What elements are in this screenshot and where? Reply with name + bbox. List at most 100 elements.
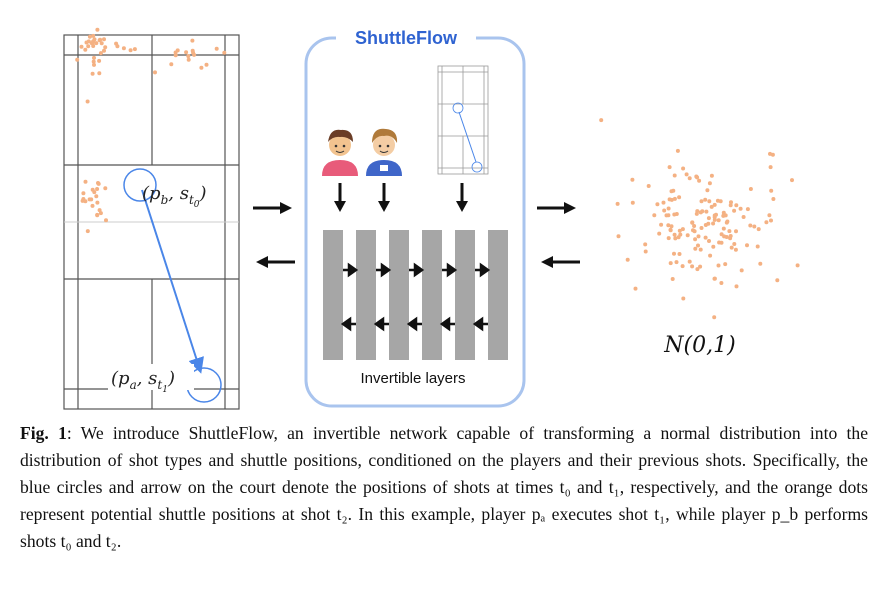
court-dot <box>85 99 90 104</box>
normal-dot <box>712 215 717 220</box>
normal-distribution-dots <box>599 118 800 320</box>
flow-arrows <box>253 202 580 268</box>
normal-dot <box>674 260 679 265</box>
normal-dot <box>692 224 697 228</box>
court-dot <box>97 71 102 76</box>
normal-dot <box>758 261 763 266</box>
normal-dot <box>681 166 686 171</box>
court-dot <box>86 44 91 49</box>
shuttleflow-title: ShuttleFlow <box>355 28 458 48</box>
court-shot-distribution-dots <box>75 27 227 234</box>
normal-dot <box>732 242 737 246</box>
normal-dot <box>687 176 692 181</box>
court-dot <box>89 197 94 202</box>
normal-dot <box>712 315 717 320</box>
normal-dot <box>723 213 728 218</box>
court-dot <box>169 62 174 67</box>
court-dot <box>94 41 99 46</box>
normal-dot <box>687 259 692 264</box>
normal-dot <box>709 173 714 178</box>
caption-label: Fig. 1 <box>20 423 67 443</box>
normal-dot <box>670 277 675 281</box>
court-dot <box>81 197 86 201</box>
normal-dot <box>727 229 732 234</box>
court-dot <box>92 55 96 60</box>
court-dot <box>90 187 95 192</box>
normal-dot <box>769 188 774 193</box>
normal-dot <box>672 251 676 256</box>
normal-dot <box>775 278 780 283</box>
normal-dot <box>711 244 716 249</box>
normal-dot <box>734 203 739 208</box>
court-dot <box>95 27 100 32</box>
normal-dot <box>715 198 720 203</box>
court-dot <box>91 59 96 64</box>
court-dot <box>95 213 100 218</box>
layer-bar <box>323 230 343 360</box>
court-dot <box>186 57 191 62</box>
normal-dot <box>666 223 671 228</box>
normal-dot <box>684 172 689 177</box>
shuttleflow-figure: (pb, st0) (pa, st1) ShuttleFlow <box>63 27 800 410</box>
court-dot <box>83 179 88 184</box>
normal-dot <box>795 263 800 268</box>
normal-dot <box>693 246 698 251</box>
normal-dot <box>695 267 700 272</box>
normal-dot <box>697 178 702 183</box>
condition-down-arrows <box>334 183 468 212</box>
normal-dot <box>723 262 728 267</box>
normal-dot <box>729 200 733 205</box>
layer-bar <box>455 230 475 360</box>
normal-dot <box>646 184 651 188</box>
normal-dot <box>672 232 677 237</box>
invertible-layer-bars <box>323 230 508 360</box>
normal-dot <box>696 243 700 248</box>
normal-dot <box>700 209 705 214</box>
forward-layer-arrow <box>442 262 458 278</box>
court-dot <box>184 50 189 55</box>
backward-layer-arrow <box>472 316 488 332</box>
normal-dot <box>756 227 761 232</box>
backward-layer-arrow <box>406 316 422 332</box>
court-dot <box>97 208 102 213</box>
court-dot <box>98 51 103 56</box>
normal-dot <box>666 236 671 241</box>
normal-dot <box>745 207 750 212</box>
normal-dot <box>769 218 773 223</box>
normal-dot <box>657 231 662 236</box>
normal-dot <box>712 202 717 207</box>
normal-dot <box>748 223 753 228</box>
court-dot <box>102 37 106 42</box>
normal-dot <box>732 208 737 213</box>
normal-dot <box>734 229 738 234</box>
normal-dot <box>698 264 703 269</box>
normal-dot <box>719 240 724 245</box>
layer-bar <box>356 230 376 360</box>
svg-text:(pb, st0): (pb, st0) <box>142 183 207 210</box>
normal-dot <box>652 213 657 218</box>
court-dot <box>92 62 96 67</box>
normal-dot <box>677 252 682 256</box>
invertible-layers-label: Invertible layers <box>360 370 465 387</box>
normal-dot <box>709 204 714 209</box>
normal-dot <box>633 286 638 291</box>
court-dot <box>103 186 108 191</box>
court-dot <box>103 45 108 50</box>
normal-dot <box>770 152 775 157</box>
court-dot <box>99 41 104 46</box>
normal-dot <box>680 264 685 269</box>
court-dot <box>191 50 196 55</box>
normal-dot <box>690 220 695 225</box>
court-dot <box>175 48 180 53</box>
court-dot <box>199 65 204 70</box>
court-dot <box>97 58 102 63</box>
normal-dot <box>721 226 726 231</box>
normal-dot <box>696 234 701 239</box>
normal-dot <box>711 221 716 226</box>
normal-dot <box>767 213 772 218</box>
court-dot <box>104 218 108 223</box>
normal-dot <box>661 200 666 205</box>
court-dot <box>214 46 219 51</box>
normal-dot <box>745 243 749 248</box>
normal-dot <box>664 213 669 218</box>
